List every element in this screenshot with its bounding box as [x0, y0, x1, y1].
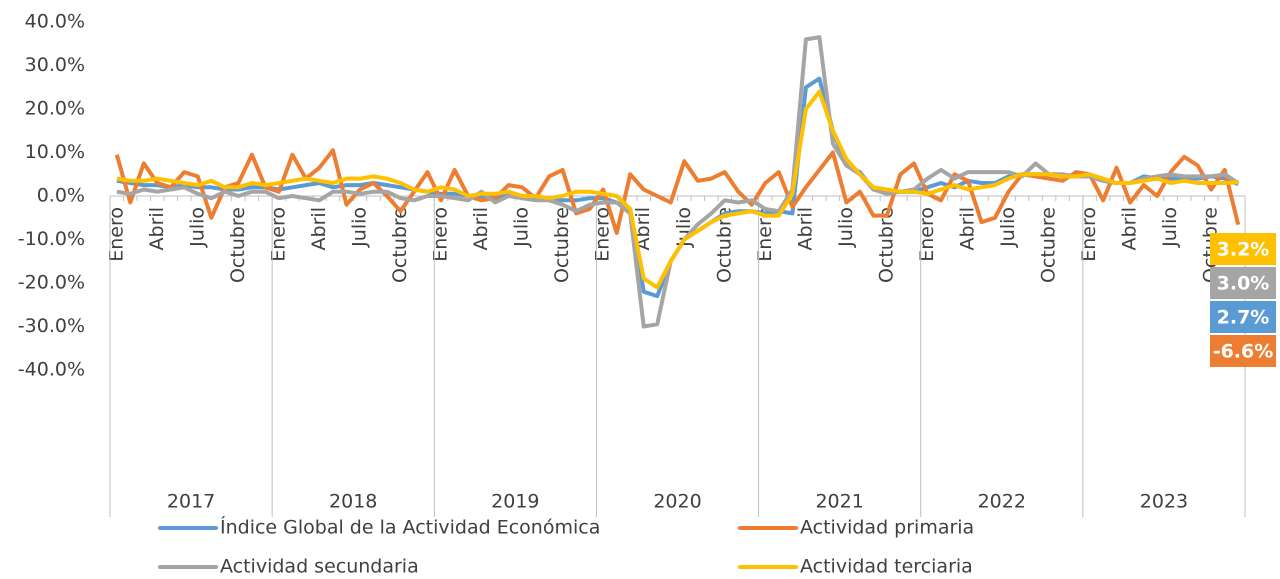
series-line [116, 89, 1239, 290]
year-label: 2019 [491, 491, 539, 513]
x-tick-label: Julio [835, 207, 857, 248]
y-tick-label: 0.0% [37, 185, 85, 207]
value-label-box [1210, 335, 1276, 367]
legend-label: Índice Global de la Actividad Económica [220, 516, 600, 539]
value-label: 3.2% [1217, 239, 1270, 261]
series-line [114, 148, 1241, 235]
value-label-box [1210, 267, 1276, 299]
x-tick-label: Octubre [551, 207, 573, 283]
x-tick-label: Octubre [713, 207, 735, 283]
value-label-box [1210, 233, 1276, 265]
year-label: 2020 [653, 491, 701, 513]
year-label: 2022 [978, 491, 1026, 513]
value-label-box [1210, 301, 1276, 333]
x-tick-label: Julio [997, 207, 1019, 248]
y-tick-label: -30.0% [18, 315, 85, 337]
year-label: 2021 [815, 491, 863, 513]
x-tick-label: Enero [592, 207, 614, 262]
x-tick-label: Abril [794, 207, 816, 250]
y-tick-label: -20.0% [18, 272, 85, 294]
y-tick-label: 40.0% [25, 11, 85, 33]
x-tick-label: Enero [430, 207, 452, 262]
y-tick-label: -10.0% [18, 228, 85, 250]
x-tick-label: Abril [308, 207, 330, 250]
legend-label: Actividad terciaria [800, 556, 973, 578]
legend-label: Actividad primaria [800, 517, 974, 539]
x-tick-label: Abril [957, 207, 979, 250]
x-tick-label: Octubre [1038, 207, 1060, 283]
x-tick-label: Enero [267, 207, 289, 262]
year-label: 2023 [1140, 491, 1188, 513]
x-tick-label: Julio [186, 207, 208, 248]
x-tick-label: Enero [754, 207, 776, 262]
value-label: 2.7% [1217, 307, 1270, 329]
value-label: -6.6% [1213, 341, 1274, 363]
y-tick-label: -40.0% [18, 359, 85, 381]
x-tick-label: Abril [146, 207, 168, 250]
x-tick-label: Enero [916, 207, 938, 262]
y-tick-label: 30.0% [25, 54, 85, 76]
x-tick-label: Julio [1159, 207, 1181, 248]
value-label: 3.0% [1217, 273, 1270, 295]
x-tick-label: Enero [1078, 207, 1100, 262]
year-label: 2017 [167, 491, 215, 513]
x-tick-label: Abril [470, 207, 492, 250]
y-tick-label: 20.0% [25, 98, 85, 120]
year-label: 2018 [329, 491, 377, 513]
x-tick-label: Julio [511, 207, 533, 248]
x-tick-label: Abril [1119, 207, 1141, 250]
x-tick-label: Octubre [389, 207, 411, 283]
x-tick-label: Octubre [875, 207, 897, 283]
x-tick-label: Julio [348, 207, 370, 248]
x-tick-label: Enero [105, 207, 127, 262]
x-tick-label: Octubre [227, 207, 249, 283]
y-tick-label: 10.0% [25, 141, 85, 163]
legend-label: Actividad secundaria [220, 556, 419, 578]
